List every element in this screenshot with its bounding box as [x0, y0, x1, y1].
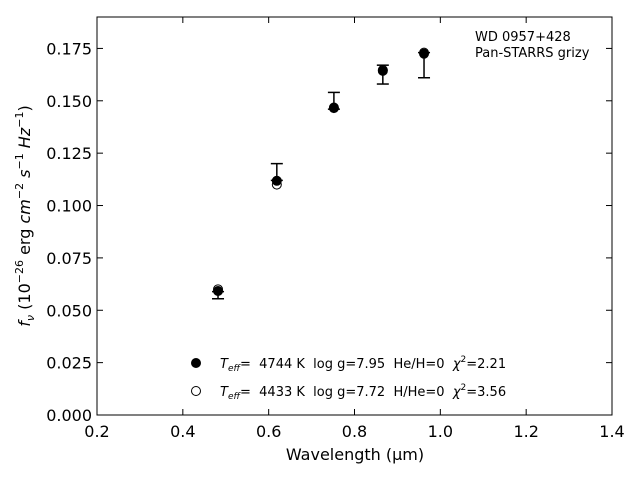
annotation-line-1: WD 0957+428 — [475, 30, 571, 45]
point-filled — [419, 48, 430, 59]
legend-marker-filled — [191, 358, 201, 368]
y-axis-label: fν (10−26 erg cm−2 s−1 Hz−1) — [13, 105, 37, 326]
y-tick-label: 0.125 — [46, 144, 92, 163]
x-tick-label: 0.8 — [342, 422, 367, 441]
point-filled — [328, 102, 339, 113]
point-filled — [213, 285, 224, 296]
y-tick-label: 0.100 — [46, 197, 92, 216]
ticks: 0.2 0.4 0.6 0.8 1.0 1.2 1.4 0.000 0.025 0.050 0.07… — [46, 17, 625, 441]
x-tick-label: 1.0 — [428, 422, 453, 441]
y-tick-label: 0.050 — [46, 301, 92, 320]
x-tick-label: 1.4 — [599, 422, 624, 441]
point-filled — [271, 175, 282, 186]
error-bars — [212, 51, 431, 300]
y-tick-label: 0.175 — [46, 39, 92, 58]
legend-entry-2: Teff= 4433 K log g=7.72 H/He=0 χ2=3.56 — [220, 383, 506, 402]
y-tick-label: 0.075 — [46, 249, 92, 268]
legend-entry-1: Teff= 4744 K log g=7.95 He/H=0 χ2=2.21 — [220, 355, 506, 374]
legend-marker-open — [191, 386, 201, 396]
y-tick-label: 0.025 — [46, 354, 92, 373]
plot-frame — [96, 16, 613, 416]
legend: Teff= 4744 K log g=7.95 He/H=0 χ2=2.21 T… — [191, 355, 506, 402]
x-axis-label: Wavelength (μm) — [286, 445, 424, 464]
point-filled — [377, 65, 388, 76]
data-points — [213, 47, 430, 296]
x-tick-label: 1.2 — [513, 422, 538, 441]
x-tick-label: 0.4 — [170, 422, 195, 441]
x-tick-label: 0.2 — [84, 422, 109, 441]
y-tick-label: 0.000 — [46, 406, 92, 425]
annotation-line-2: Pan-STARRS grizy — [475, 46, 590, 61]
y-tick-label: 0.150 — [46, 92, 92, 111]
x-tick-label: 0.6 — [256, 422, 281, 441]
